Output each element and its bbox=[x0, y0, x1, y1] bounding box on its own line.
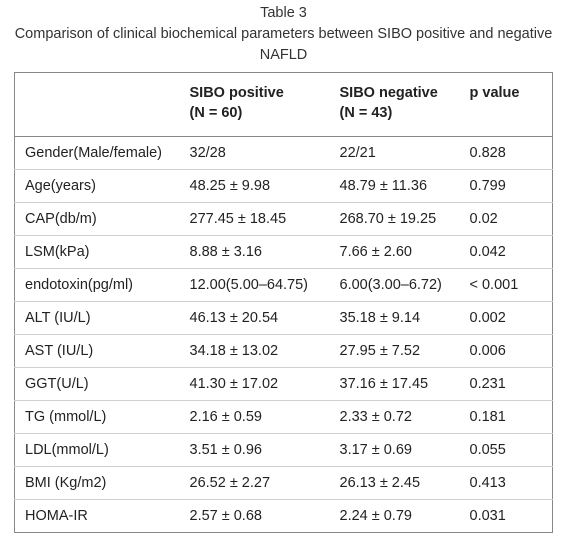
header-cell-p-value: p value bbox=[459, 72, 553, 137]
parameter-cell: BMI (Kg/m2) bbox=[14, 466, 180, 500]
table-row: ALT (IU/L) 46.13 ± 20.54 35.18 ± 9.14 0.… bbox=[14, 301, 553, 335]
sibo-negative-cell: 2.24 ± 0.79 bbox=[339, 508, 412, 524]
sibo-negative-cell: 3.17 ± 0.69 bbox=[329, 433, 460, 467]
table-row: LDL(mmol/L) 3.51 ± 0.96 3.17 ± 0.69 0.05… bbox=[14, 433, 553, 467]
sibo-positive-cell: 2.16 ± 0.59 bbox=[179, 400, 330, 434]
sibo-positive-cell: 34.18 ± 13.02 bbox=[179, 334, 330, 368]
p-value-cell: 0.02 bbox=[459, 202, 553, 236]
p-value-cell: 0.828 bbox=[459, 136, 553, 170]
header-label: SIBO negative bbox=[339, 85, 438, 101]
sibo-positive-cell: 12.00(5.00–64.75) bbox=[179, 268, 330, 302]
parameter-cell: LDL(mmol/L) bbox=[14, 433, 180, 467]
sibo-negative-cell: 37.16 ± 17.45 bbox=[329, 367, 460, 401]
table-row: Gender(Male/female) 32/28 22/21 0.828 bbox=[14, 136, 553, 170]
sibo-negative-cell: 48.79 ± 11.36 bbox=[329, 169, 460, 203]
parameter-cell: LSM(kPa) bbox=[14, 235, 180, 269]
sibo-positive-cell: 26.52 ± 2.27 bbox=[179, 466, 330, 500]
p-value-cell: 0.231 bbox=[459, 367, 553, 401]
table-body: Gender(Male/female) 32/28 22/21 0.828 Ag… bbox=[14, 136, 553, 533]
p-value-cell: 0.031 bbox=[469, 508, 506, 524]
header-cell-parameter bbox=[14, 72, 180, 137]
table-row: TG (mmol/L) 2.16 ± 0.59 2.33 ± 0.72 0.18… bbox=[14, 400, 553, 434]
sibo-negative-cell: 35.18 ± 9.14 bbox=[329, 301, 460, 335]
parameter-cell: Gender(Male/female) bbox=[14, 136, 180, 170]
header-sublabel: (N = 60) bbox=[189, 105, 243, 121]
sibo-negative-cell: 27.95 ± 7.52 bbox=[329, 334, 460, 368]
table-row: Age(years) 48.25 ± 9.98 48.79 ± 11.36 0.… bbox=[14, 169, 553, 203]
p-value-cell: 0.002 bbox=[459, 301, 553, 335]
sibo-negative-cell: 2.33 ± 0.72 bbox=[329, 400, 460, 434]
sibo-positive-cell: 3.51 ± 0.96 bbox=[179, 433, 330, 467]
table-row: LSM(kPa) 8.88 ± 3.16 7.66 ± 2.60 0.042 bbox=[14, 235, 553, 269]
p-value-cell: < 0.001 bbox=[459, 268, 553, 302]
table-row: HOMA-IR 2.57 ± 0.68 2.24 ± 0.79 0.031 bbox=[15, 500, 553, 533]
p-value-cell: 0.055 bbox=[459, 433, 553, 467]
sibo-negative-cell: 26.13 ± 2.45 bbox=[329, 466, 460, 500]
header-row: SIBO positive (N = 60) SIBO negative (N … bbox=[14, 72, 553, 137]
header-sublabel: (N = 43) bbox=[339, 105, 393, 121]
sibo-negative-cell: 268.70 ± 19.25 bbox=[329, 202, 460, 236]
sibo-positive-cell: 2.57 ± 0.68 bbox=[189, 508, 262, 524]
table-row: AST (IU/L) 34.18 ± 13.02 27.95 ± 7.52 0.… bbox=[14, 334, 553, 368]
table-caption: Table 3 Comparison of clinical biochemic… bbox=[0, 0, 567, 66]
parameter-cell: Age(years) bbox=[14, 169, 180, 203]
sibo-positive-cell: 8.88 ± 3.16 bbox=[179, 235, 330, 269]
p-value-cell: 0.006 bbox=[459, 334, 553, 368]
sibo-negative-cell: 7.66 ± 2.60 bbox=[329, 235, 460, 269]
p-value-cell: 0.042 bbox=[459, 235, 553, 269]
sibo-positive-cell: 32/28 bbox=[179, 136, 330, 170]
table-title: Table 3 bbox=[260, 5, 307, 21]
sibo-positive-cell: 46.13 ± 20.54 bbox=[179, 301, 330, 335]
header-label: p value bbox=[469, 85, 520, 101]
p-value-cell: 0.181 bbox=[459, 400, 553, 434]
parameter-cell: CAP(db/m) bbox=[14, 202, 180, 236]
parameter-cell: GGT(U/L) bbox=[14, 367, 180, 401]
parameter-cell: ALT (IU/L) bbox=[14, 301, 180, 335]
p-value-cell: 0.799 bbox=[459, 169, 553, 203]
table-row: CAP(db/m) 277.45 ± 18.45 268.70 ± 19.25 … bbox=[14, 202, 553, 236]
parameter-cell: endotoxin(pg/ml) bbox=[14, 268, 180, 302]
parameter-cell: AST (IU/L) bbox=[14, 334, 180, 368]
sibo-negative-cell: 6.00(3.00–6.72) bbox=[329, 268, 460, 302]
table-subtitle: Comparison of clinical biochemical param… bbox=[14, 26, 553, 63]
sibo-negative-cell: 22/21 bbox=[329, 136, 460, 170]
header-cell-sibo-positive: SIBO positive (N = 60) bbox=[179, 72, 330, 137]
sibo-positive-cell: 41.30 ± 17.02 bbox=[179, 367, 330, 401]
data-table: SIBO positive (N = 60) SIBO negative (N … bbox=[14, 72, 553, 533]
sibo-positive-cell: 48.25 ± 9.98 bbox=[179, 169, 330, 203]
table-row: BMI (Kg/m2) 26.52 ± 2.27 26.13 ± 2.45 0.… bbox=[14, 466, 553, 500]
table-row: endotoxin(pg/ml) 12.00(5.00–64.75) 6.00(… bbox=[14, 268, 553, 302]
p-value-cell: 0.413 bbox=[459, 466, 553, 500]
header-cell-sibo-negative: SIBO negative (N = 43) bbox=[329, 72, 460, 137]
sibo-positive-cell: 277.45 ± 18.45 bbox=[179, 202, 330, 236]
parameter-cell: HOMA-IR bbox=[25, 508, 88, 524]
parameter-cell: TG (mmol/L) bbox=[14, 400, 180, 434]
header-label: SIBO positive bbox=[189, 85, 284, 101]
table-row: GGT(U/L) 41.30 ± 17.02 37.16 ± 17.45 0.2… bbox=[14, 367, 553, 401]
